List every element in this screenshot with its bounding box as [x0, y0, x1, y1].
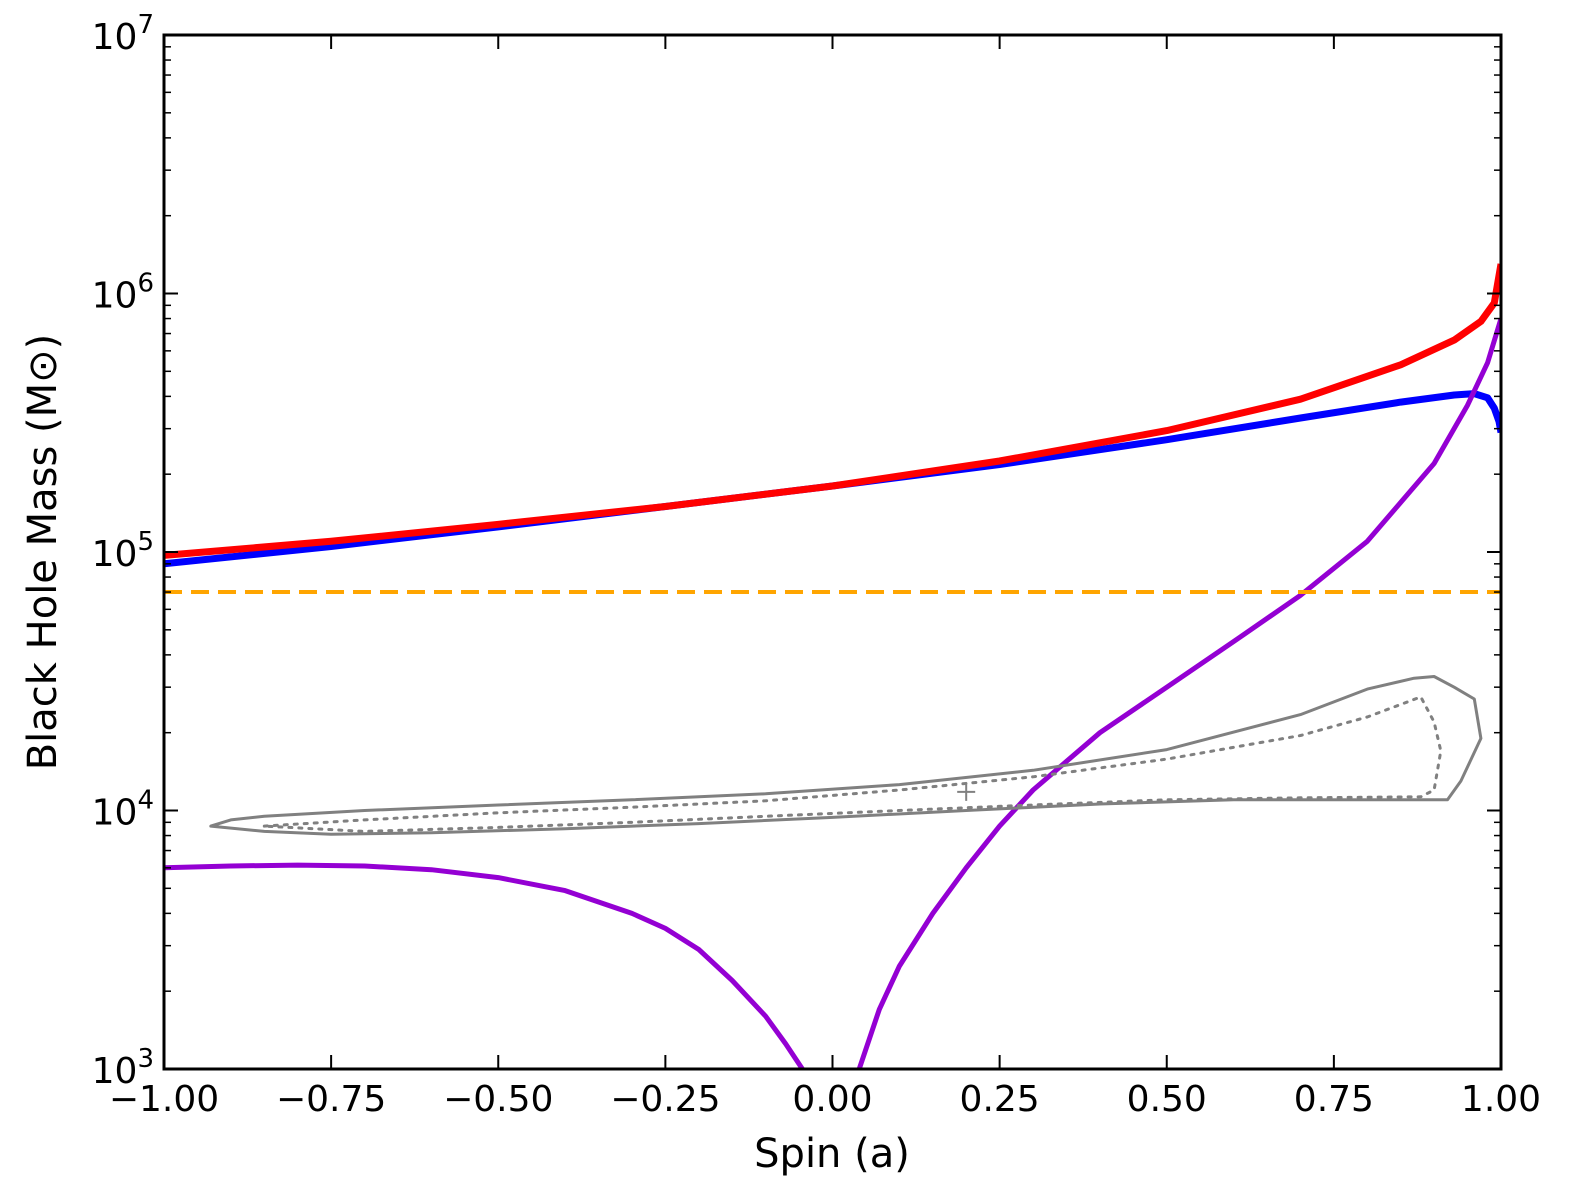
series-line-3 [164, 862, 805, 1069]
x-tick-label: 0.50 [1127, 1079, 1207, 1120]
y-tick-label: 103 [92, 1044, 154, 1092]
series-line-4 [856, 317, 1501, 1069]
x-tick-label: −0.50 [443, 1079, 553, 1120]
y-tick-label: 107 [92, 10, 154, 58]
x-tick-label: −1.00 [109, 1079, 219, 1120]
x-tick-label: 0.00 [792, 1079, 872, 1120]
y-tick-label: 105 [92, 527, 154, 575]
best-fit-marker [957, 782, 976, 801]
x-tick-label: 0.75 [1294, 1079, 1374, 1120]
x-tick-label: 1.00 [1461, 1079, 1541, 1120]
y-tick-label: 106 [92, 269, 154, 317]
series-line-6 [209, 675, 1483, 836]
y-tick-label: 104 [92, 786, 154, 834]
series-line-2 [164, 263, 1501, 559]
y-axis-title: Black Hole Mass (M⊙) [20, 334, 66, 771]
x-tick-label: 0.25 [960, 1079, 1040, 1120]
series-line-7 [262, 695, 1443, 833]
ticks-layer [163, 34, 1502, 1070]
tick-labels: −1.00 −0.75 −0.50 −0.25 0.00 0.25 0.50 0.75 1.00… [92, 10, 1541, 1120]
plot-frame [162, 33, 1503, 1071]
series-layer [164, 263, 1501, 1069]
x-axis-title: Spin (a) [754, 1131, 910, 1177]
x-tick-label: −0.25 [610, 1079, 720, 1120]
x-tick-label: −0.75 [276, 1079, 386, 1120]
